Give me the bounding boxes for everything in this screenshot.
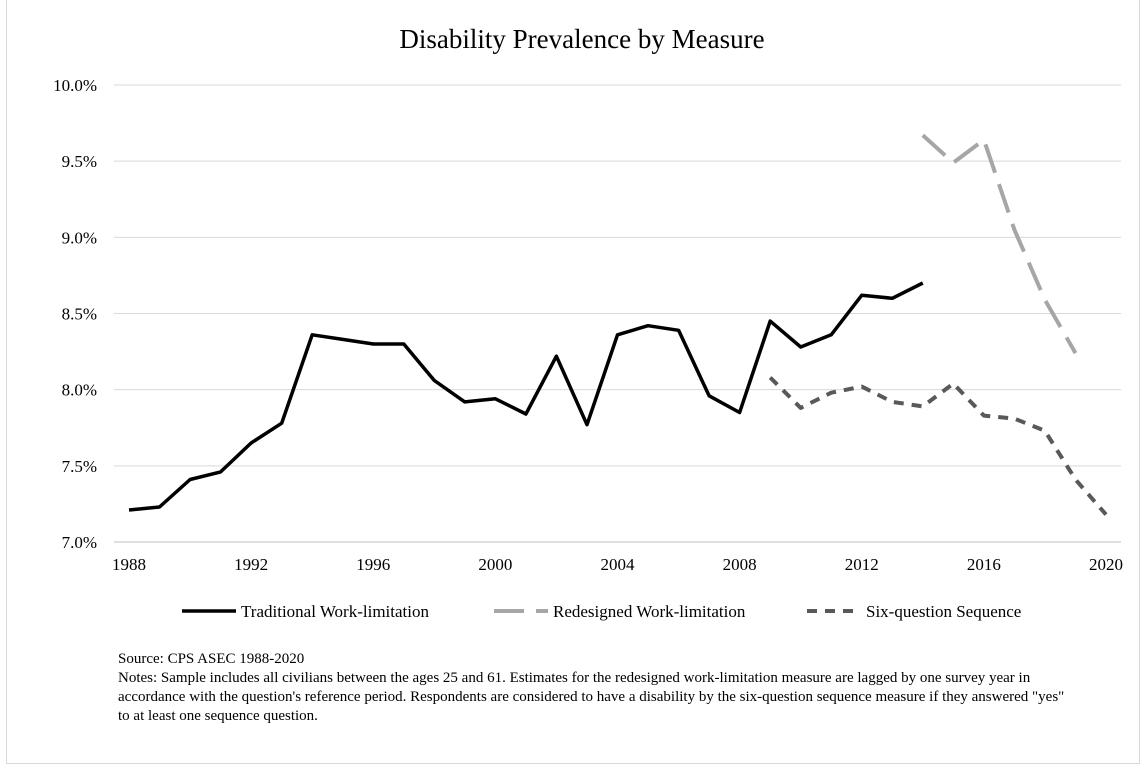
y-tick-label: 10.0% <box>53 76 97 95</box>
y-tick-label: 8.0% <box>62 381 97 400</box>
source-note: Source: CPS ASEC 1988-2020 <box>118 651 305 667</box>
series-line-1 <box>128 281 924 512</box>
x-axis-tick-labels: 1988 1992 1996 2000 2004 2008 2012 2016 2020 <box>112 555 1123 574</box>
x-tick-label: 2000 <box>478 555 512 574</box>
series-line-2 <box>921 133 1078 355</box>
gridlines <box>114 84 1121 543</box>
legend: Traditional Work-limitation Redesigned Wo… <box>182 602 1021 621</box>
series-lines <box>128 133 1108 516</box>
x-tick-label: 2004 <box>601 555 636 574</box>
x-tick-label: 1992 <box>234 555 268 574</box>
x-tick-label: 1988 <box>112 555 146 574</box>
x-tick-label: 2016 <box>967 555 1001 574</box>
chart-title: Disability Prevalence by Measure <box>399 24 764 54</box>
chart-notes: Source: CPS ASEC 1988-2020 Notes: Sample… <box>118 650 1078 726</box>
notes-text: Notes: Sample includes all civilians bet… <box>118 670 1065 724</box>
x-tick-label: 2012 <box>845 555 879 574</box>
y-tick-label: 7.0% <box>62 533 97 552</box>
x-tick-label: 2008 <box>723 555 757 574</box>
x-tick-label: 1996 <box>356 555 390 574</box>
series-line-3 <box>768 376 1108 516</box>
y-axis-tick-labels: 7.0% 7.5% 8.0% 8.5% 9.0% 9.5% 10.0% <box>53 76 97 552</box>
legend-label-3: Six-question Sequence <box>866 602 1021 621</box>
y-tick-label: 7.5% <box>62 457 97 476</box>
line-chart: Disability Prevalence by Measure 7.0% 7.5… <box>53 24 1123 621</box>
legend-label-2: Redesigned Work-limitation <box>553 602 746 621</box>
legend-label-1: Traditional Work-limitation <box>241 602 429 621</box>
y-tick-label: 8.5% <box>62 305 97 324</box>
y-tick-label: 9.5% <box>62 152 97 171</box>
y-tick-label: 9.0% <box>62 228 97 247</box>
chart-frame <box>6 0 1140 764</box>
x-tick-label: 2020 <box>1089 555 1123 574</box>
